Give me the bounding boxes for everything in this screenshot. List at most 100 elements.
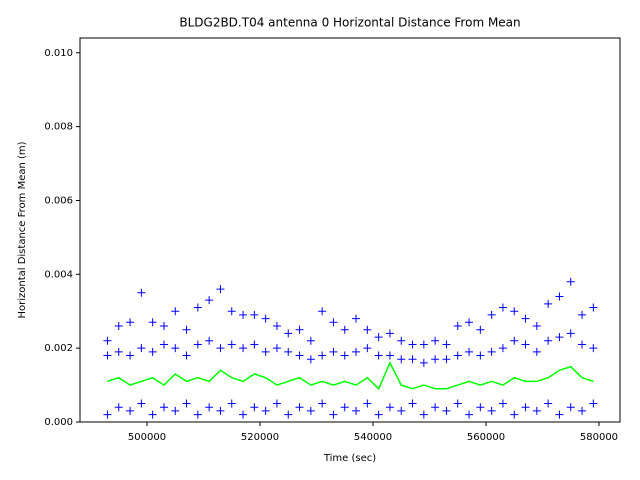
plus-marker: [193, 340, 202, 349]
plus-marker: [182, 325, 191, 334]
plus-marker: [148, 318, 157, 327]
plus-marker: [419, 340, 428, 349]
plus-marker: [171, 406, 180, 415]
plus-marker: [419, 358, 428, 367]
y-tick-label: 0.000: [44, 417, 73, 428]
y-tick-label: 0.006: [44, 195, 73, 206]
plus-marker: [329, 410, 338, 419]
plus-marker: [114, 322, 123, 330]
plus-marker: [272, 399, 281, 408]
chart-title: BLDG2BD.T04 antenna 0 Horizontal Distanc…: [179, 16, 520, 30]
plus-marker: [555, 292, 564, 301]
plus-marker: [487, 310, 496, 319]
x-axis-label: Time (sec): [323, 453, 376, 464]
plus-marker: [137, 399, 146, 408]
plus-marker: [205, 403, 214, 412]
plus-marker: [159, 403, 168, 412]
plus-marker: [510, 336, 519, 345]
plus-marker: [114, 403, 123, 412]
plus-marker: [465, 347, 474, 356]
plus-marker: [103, 410, 112, 419]
plus-marker: [578, 310, 587, 319]
plus-marker: [239, 310, 248, 319]
plus-marker: [408, 399, 417, 408]
plus-marker: [408, 340, 417, 349]
plus-marker: [261, 406, 270, 415]
plus-marker: [442, 406, 451, 415]
plus-marker: [419, 410, 428, 419]
plus-marker: [453, 351, 462, 360]
x-tick-label: 580000: [580, 432, 618, 443]
y-tick-label: 0.010: [44, 48, 73, 59]
plus-marker: [272, 344, 281, 353]
plus-marker: [431, 336, 440, 345]
plus-marker: [532, 347, 541, 356]
plus-marker: [408, 355, 417, 364]
plus-marker: [216, 344, 225, 353]
plus-marker: [385, 403, 394, 412]
x-tick-label: 520000: [241, 432, 279, 443]
plus-marker: [532, 322, 541, 330]
plus-marker: [227, 340, 236, 349]
plus-marker: [521, 403, 530, 412]
plus-marker: [352, 347, 361, 356]
plus-marker: [126, 318, 135, 327]
plus-marker: [465, 410, 474, 419]
plus-marker: [352, 314, 361, 323]
line: [107, 361, 594, 391]
plus-marker: [442, 340, 451, 349]
plus-marker: [566, 277, 575, 286]
plus-marker: [227, 399, 236, 408]
plus-marker: [159, 322, 168, 330]
plus-marker: [431, 403, 440, 412]
plus-marker: [318, 351, 327, 360]
y-tick-label: 0.002: [44, 343, 73, 354]
plus-marker: [250, 310, 259, 319]
plus-marker: [385, 329, 394, 338]
plus-marker: [363, 325, 372, 334]
plus-marker: [250, 403, 259, 412]
plus-marker: [182, 399, 191, 408]
plus-marker: [498, 303, 507, 312]
plus-marker: [589, 399, 598, 408]
plus-marker: [103, 351, 112, 360]
plus-marker: [148, 410, 157, 419]
plus-marker: [306, 336, 315, 345]
plus-marker: [205, 296, 214, 305]
plus-marker: [352, 406, 361, 415]
plus-marker: [431, 355, 440, 364]
plus-marker: [272, 322, 281, 330]
plus-marker: [284, 410, 293, 419]
y-axis-label: Horizontal Distance From Mean (m): [17, 141, 28, 318]
plus-marker: [205, 336, 214, 345]
plus-marker: [374, 410, 383, 419]
plus-marker: [261, 347, 270, 356]
plus-marker: [295, 403, 304, 412]
plus-marker: [363, 344, 372, 353]
plus-marker: [566, 403, 575, 412]
plus-marker: [159, 340, 168, 349]
plus-marker: [498, 399, 507, 408]
plus-marker: [442, 355, 451, 364]
plus-marker: [363, 399, 372, 408]
plus-marker: [544, 336, 553, 345]
plus-marker: [374, 351, 383, 360]
plus-marker: [239, 344, 248, 353]
plus-marker: [487, 406, 496, 415]
plus-marker: [126, 406, 135, 415]
plus-marker: [340, 325, 349, 334]
plus-marker: [182, 351, 191, 360]
plus-marker: [340, 351, 349, 360]
plus-marker: [498, 344, 507, 353]
plus-marker: [227, 307, 236, 316]
x-tick-label: 560000: [467, 432, 505, 443]
plus-marker: [385, 351, 394, 360]
plus-marker: [171, 307, 180, 316]
plus-marker: [193, 410, 202, 419]
plus-marker: [250, 340, 259, 349]
x-tick-label: 500000: [128, 432, 166, 443]
plot-frame: [79, 37, 621, 423]
plus-marker: [306, 406, 315, 415]
plus-marker: [261, 314, 270, 323]
